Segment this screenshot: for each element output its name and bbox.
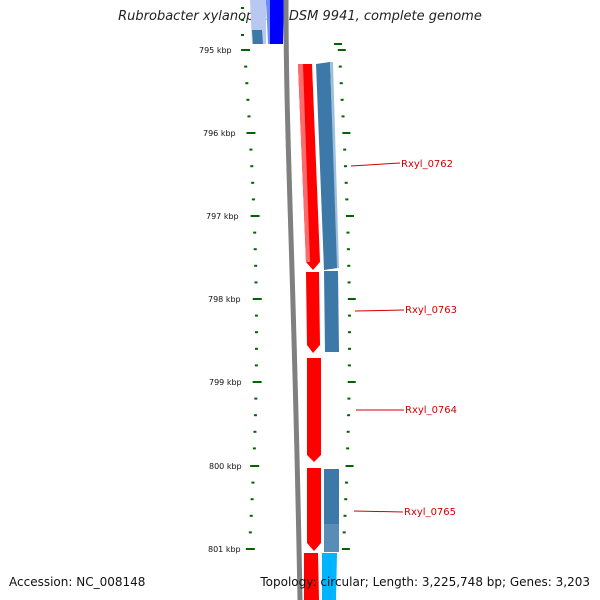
blue-feature-3[interactable] [324, 469, 339, 552]
blue-feature-2[interactable] [324, 271, 339, 352]
cyan-feature[interactable] [322, 553, 337, 600]
scale-label-800: 800 kbp [209, 462, 242, 471]
cds-feature-1[interactable] [298, 64, 320, 270]
gene-label-rxyl-0764[interactable]: Rxyl_0764 [356, 405, 457, 416]
gene-label-rxyl-0765[interactable]: Rxyl_0765 [353, 507, 456, 518]
scale-labels: 795 kbp 796 kbp 797 kbp 798 kbp 799 kbp … [199, 46, 242, 554]
scale-label-801: 801 kbp [208, 545, 241, 554]
scale-label-796: 796 kbp [203, 129, 236, 138]
topology-text: Topology: circular; Length: 3,225,748 bp… [260, 575, 590, 589]
accession-label: Accession: [9, 575, 73, 589]
scale-label-797: 797 kbp [206, 212, 239, 221]
cds-feature-4[interactable] [307, 468, 321, 551]
svg-text:Rxyl_0763: Rxyl_0763 [405, 305, 457, 316]
scale-label-798: 798 kbp [208, 295, 241, 304]
blue-feature-1[interactable] [316, 62, 339, 270]
svg-text:Rxyl_0762: Rxyl_0762 [401, 159, 453, 170]
genome-title: Rubrobacter xylanophilus DSM 9941, compl… [118, 9, 482, 24]
accession-text: Accession: NC_008148 [9, 575, 145, 589]
svg-text:Rxyl_0765: Rxyl_0765 [404, 507, 456, 518]
scale-ticks-right [334, 43, 356, 550]
scale-label-799: 799 kbp [209, 378, 242, 387]
gene-label-rxyl-0763[interactable]: Rxyl_0763 [354, 305, 457, 316]
gene-label-rxyl-0762[interactable]: Rxyl_0762 [350, 159, 453, 170]
feature-top-blue[interactable] [250, 0, 284, 44]
scale-ticks-left [241, 7, 262, 550]
genome-backbone [283, 0, 303, 600]
cds-feature-5[interactable] [304, 553, 319, 600]
svg-text:Rxyl_0764: Rxyl_0764 [405, 405, 457, 416]
scale-label-795: 795 kbp [199, 46, 232, 55]
accession-value: NC_008148 [76, 575, 146, 589]
cds-feature-3[interactable] [307, 358, 321, 462]
cds-feature-2[interactable] [306, 272, 320, 353]
